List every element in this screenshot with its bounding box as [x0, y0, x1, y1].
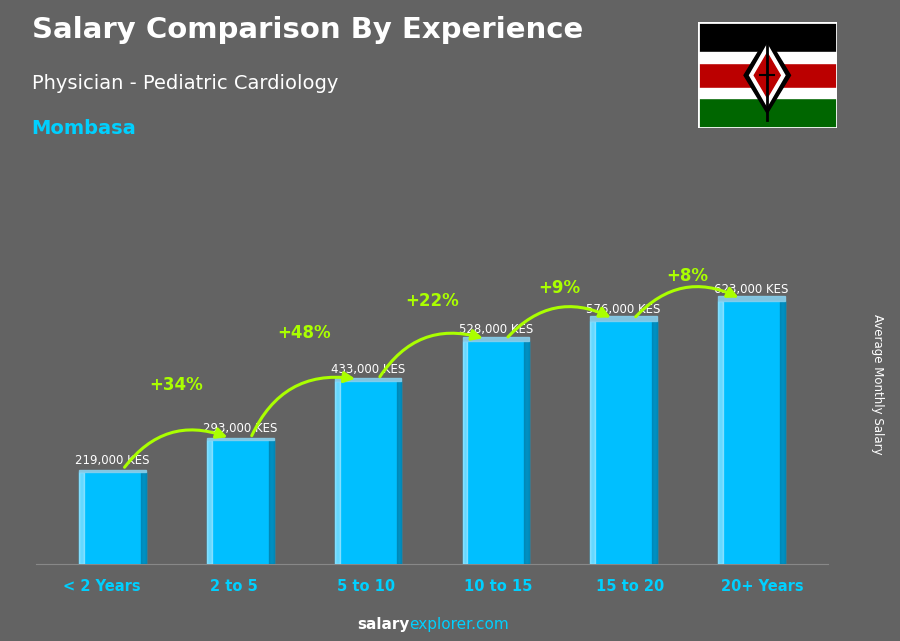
Bar	[397, 381, 401, 564]
Bar	[463, 341, 529, 564]
Text: +9%: +9%	[539, 279, 580, 297]
Text: 15 to 20: 15 to 20	[596, 579, 664, 594]
Bar	[718, 301, 785, 564]
Text: +34%: +34%	[149, 376, 203, 394]
Bar	[463, 341, 529, 564]
Bar	[463, 341, 467, 564]
Text: explorer.com: explorer.com	[410, 617, 509, 633]
Text: Salary Comparison By Experience: Salary Comparison By Experience	[32, 16, 583, 44]
Text: +8%: +8%	[667, 267, 708, 285]
Text: Physician - Pediatric Cardiology: Physician - Pediatric Cardiology	[32, 74, 338, 93]
Bar	[698, 53, 837, 63]
Bar	[335, 378, 401, 381]
Text: salary: salary	[357, 617, 410, 633]
Bar	[590, 317, 657, 321]
Bar	[718, 296, 785, 301]
Bar	[335, 381, 339, 564]
Bar	[79, 470, 146, 472]
Bar	[335, 381, 401, 564]
Bar	[207, 440, 274, 564]
Text: 623,000 KES: 623,000 KES	[715, 283, 788, 296]
Text: Mombasa: Mombasa	[32, 119, 136, 138]
Bar	[207, 440, 211, 564]
Bar	[780, 301, 785, 564]
Polygon shape	[754, 53, 780, 97]
Bar	[525, 341, 529, 564]
Bar	[269, 440, 274, 564]
Bar	[652, 321, 657, 564]
Bar	[590, 321, 657, 564]
Bar	[79, 472, 146, 564]
Text: 576,000 KES: 576,000 KES	[587, 303, 661, 316]
Text: < 2 Years: < 2 Years	[63, 579, 140, 594]
Bar	[590, 321, 657, 564]
Text: 293,000 KES: 293,000 KES	[203, 422, 277, 435]
Bar	[141, 472, 146, 564]
Text: 528,000 KES: 528,000 KES	[459, 323, 533, 336]
Bar	[207, 438, 274, 440]
Bar	[79, 472, 84, 564]
Bar	[718, 301, 785, 564]
Bar	[698, 58, 837, 93]
Bar	[207, 440, 274, 564]
Bar	[79, 472, 146, 564]
Bar	[698, 22, 837, 58]
Text: 433,000 KES: 433,000 KES	[331, 363, 405, 376]
Polygon shape	[750, 45, 785, 106]
Text: +22%: +22%	[405, 292, 459, 310]
Bar	[718, 301, 723, 564]
Bar	[590, 321, 595, 564]
Bar	[463, 337, 529, 341]
Bar	[335, 381, 401, 564]
Bar	[698, 93, 837, 128]
Text: 219,000 KES: 219,000 KES	[76, 454, 150, 467]
Text: 2 to 5: 2 to 5	[210, 579, 258, 594]
Text: 20+ Years: 20+ Years	[721, 579, 804, 594]
Text: +48%: +48%	[277, 324, 331, 342]
Bar	[698, 88, 837, 98]
Polygon shape	[744, 37, 790, 113]
Text: 5 to 10: 5 to 10	[337, 579, 395, 594]
Text: Average Monthly Salary: Average Monthly Salary	[871, 314, 884, 455]
Text: 10 to 15: 10 to 15	[464, 579, 532, 594]
